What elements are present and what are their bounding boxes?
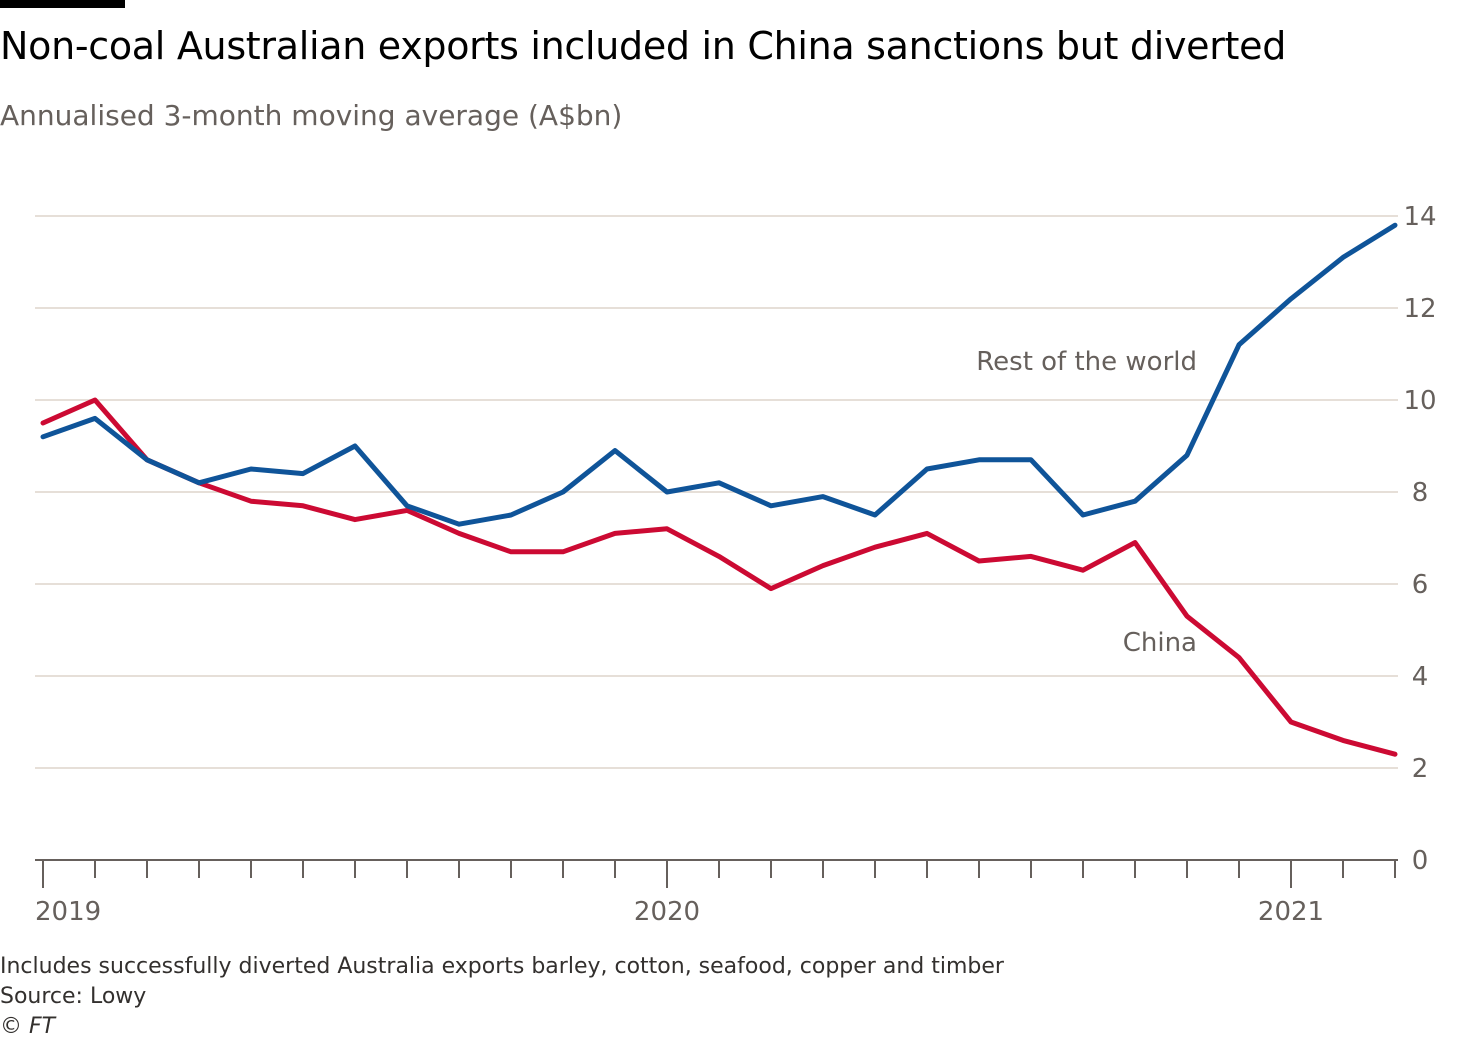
series-label-rest-of-world: Rest of the world bbox=[976, 347, 1197, 377]
chart-subtitle: Annualised 3-month moving average (A$bn) bbox=[0, 99, 623, 132]
series-lines bbox=[40, 222, 1398, 757]
y-tick-label: 6 bbox=[1412, 570, 1429, 600]
brand-bar bbox=[0, 0, 125, 8]
gridlines bbox=[35, 215, 1398, 769]
series-labels: Rest of the world China bbox=[976, 347, 1197, 658]
copyright: © FT bbox=[0, 1014, 56, 1039]
y-tick-label: 0 bbox=[1412, 846, 1429, 876]
y-tick-label: 10 bbox=[1403, 386, 1436, 416]
x-tick-label: 2021 bbox=[1258, 897, 1324, 927]
chart-notes: Includes successfully diverted Australia… bbox=[0, 952, 1004, 1042]
y-tick-label: 2 bbox=[1412, 754, 1429, 784]
y-tick-label: 4 bbox=[1412, 662, 1429, 692]
x-axis: 2019 2020 2021 bbox=[35, 859, 1398, 927]
y-tick-label: 14 bbox=[1403, 202, 1436, 232]
series-line-china bbox=[40, 397, 1398, 757]
x-tick-label: 2019 bbox=[35, 897, 101, 927]
y-axis: 0 2 4 6 8 10 12 14 bbox=[1403, 202, 1436, 876]
x-tick-label: 2020 bbox=[634, 897, 700, 927]
series-line-rest-of-world bbox=[40, 222, 1398, 527]
chart-title: Non-coal Australian exports included in … bbox=[0, 24, 1287, 68]
y-tick-label: 12 bbox=[1403, 294, 1436, 324]
series-label-china: China bbox=[1123, 628, 1197, 658]
source-note: Source: Lowy bbox=[0, 984, 147, 1009]
footnote: Includes successfully diverted Australia… bbox=[0, 954, 1004, 979]
y-tick-label: 8 bbox=[1412, 478, 1429, 508]
